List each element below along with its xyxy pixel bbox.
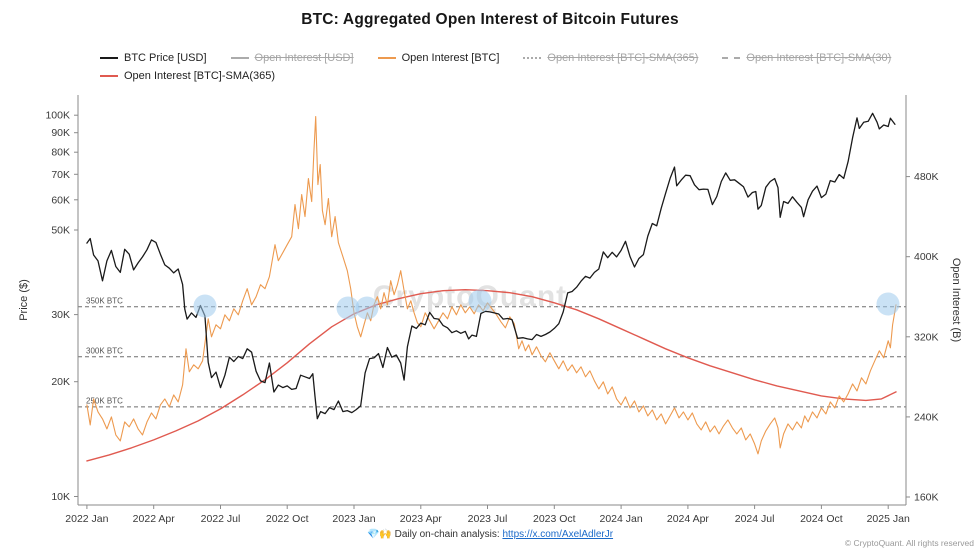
legend-item-open-interest-usd[interactable]: Open Interest [USD] xyxy=(230,51,354,64)
x-tick-label: 2022 Apr xyxy=(133,513,176,525)
threshold-label-300k-btc: 300K BTC xyxy=(86,346,123,355)
x-tick-label: 2023 Jan xyxy=(332,513,375,525)
x-tick-label: 2022 Oct xyxy=(266,513,309,525)
left-tick-label: 30K xyxy=(51,309,70,321)
left-tick-label: 10K xyxy=(51,491,70,503)
legend-item-btc-price-usd[interactable]: BTC Price [USD] xyxy=(100,52,207,64)
right-tick-label: 400K xyxy=(914,251,939,263)
threshold-label-250k-btc: 250K BTC xyxy=(86,396,123,405)
legend-swatch xyxy=(100,74,118,77)
legend-label: Open Interest [BTC] xyxy=(401,51,500,64)
legend-item-open-interest-btc-sma-30[interactable]: Open Interest [BTC]-SMA(30) xyxy=(722,52,891,64)
watermark-dot xyxy=(876,292,900,316)
x-tick-label: 2022 Jul xyxy=(201,513,241,525)
right-tick-label: 320K xyxy=(914,331,939,343)
watermark-dot xyxy=(193,294,217,318)
legend-item-open-interest-btc-sma-365[interactable]: Open Interest [BTC]-SMA(365) xyxy=(100,70,275,82)
series-open-interest-btc xyxy=(86,115,897,455)
axis-frame xyxy=(77,95,907,506)
series-open-interest-btc-sma-365 xyxy=(86,289,897,462)
legend-swatch xyxy=(100,56,118,59)
x-tick-label: 2024 Oct xyxy=(800,513,843,525)
x-tick-label: 2023 Jul xyxy=(468,513,508,525)
legend: BTC Price [USD] Open Interest [USD] Open I… xyxy=(100,49,915,85)
legend-label: Open Interest [BTC]-SMA(30) xyxy=(746,51,892,64)
x-tick-label: 2024 Jul xyxy=(735,513,775,525)
right-tick-label: 160K xyxy=(914,492,939,504)
left-tick-label: 60K xyxy=(51,194,70,206)
left-tick-label: 20K xyxy=(51,376,70,388)
watermark-dot xyxy=(336,296,360,320)
x-tick-label: 2025 Jan xyxy=(867,513,910,525)
right-tick-label: 240K xyxy=(914,411,939,423)
threshold-label-350k-btc: 350K BTC xyxy=(86,296,123,305)
copyright: © CryptoQuant. All rights reserved xyxy=(844,538,974,548)
legend-swatch xyxy=(230,56,249,59)
legend-label: Open Interest [BTC]-SMA(365) xyxy=(124,69,275,82)
legend-item-open-interest-btc[interactable]: Open Interest [BTC] xyxy=(377,51,500,64)
footer-link[interactable]: https://x.com/AxelAdlerJr xyxy=(502,529,614,540)
x-tick-label: 2024 Apr xyxy=(667,513,710,525)
legend-swatch xyxy=(377,56,396,59)
series-btc-price-usd xyxy=(86,112,896,420)
left-axis-title: Price ($) xyxy=(18,279,30,321)
watermark-dot xyxy=(468,289,492,313)
chart-title: BTC: Aggregated Open Interest of Bitcoin… xyxy=(301,11,679,28)
legend-swatch xyxy=(722,56,741,59)
legend-item-open-interest-btc-sma-365[interactable]: Open Interest [BTC]-SMA(365) xyxy=(523,52,698,64)
x-tick-label: 2023 Apr xyxy=(400,513,443,525)
x-tick-label: 2023 Oct xyxy=(533,513,576,525)
left-tick-label: 70K xyxy=(51,169,70,181)
footer-note-text: 💎🙌 Daily on-chain analysis: xyxy=(366,529,503,540)
right-axis-title: Open Interest (B) xyxy=(950,258,962,342)
watermark-dot xyxy=(355,296,379,320)
left-tick-label: 100K xyxy=(45,110,70,122)
left-tick-label: 90K xyxy=(51,127,70,139)
x-tick-label: 2024 Jan xyxy=(599,513,642,525)
legend-label: Open Interest [USD] xyxy=(254,51,354,64)
left-tick-label: 80K xyxy=(51,147,70,159)
legend-label: Open Interest [BTC]-SMA(365) xyxy=(547,51,699,64)
footer-note: 💎🙌 Daily on-chain analysis: https://x.co… xyxy=(0,529,980,540)
legend-label: BTC Price [USD] xyxy=(124,51,207,64)
x-tick-label: 2022 Jan xyxy=(65,513,108,525)
left-tick-label: 50K xyxy=(51,225,70,237)
legend-swatch xyxy=(523,56,542,59)
right-tick-label: 480K xyxy=(914,171,939,183)
